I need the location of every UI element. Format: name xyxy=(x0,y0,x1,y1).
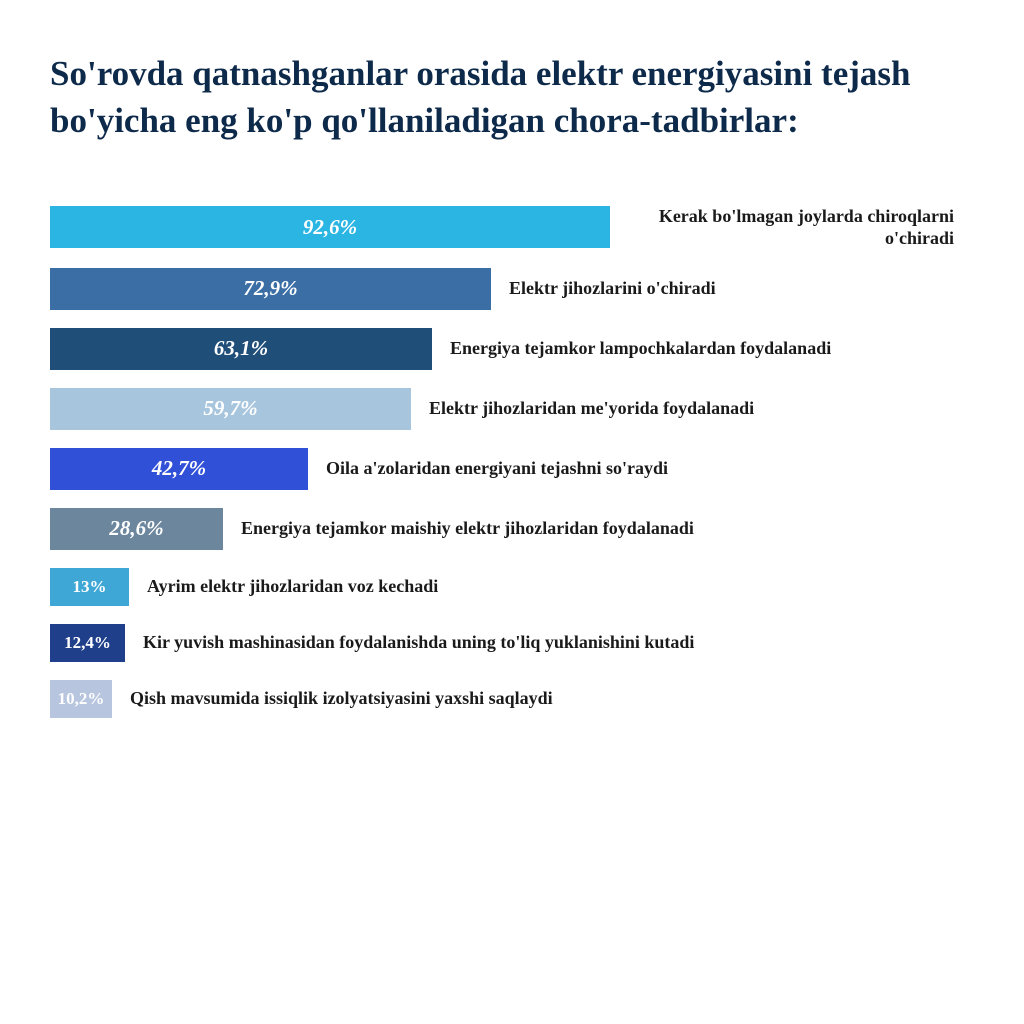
bar-chart: 92,6% Kerak bo'lmagan joylarda chiroqlarn… xyxy=(50,205,974,718)
bar-percentage: 13% xyxy=(73,577,107,597)
bar-label: Elektr jihozlaridan me'yorida foydalanad… xyxy=(429,397,974,420)
bar-label: Ayrim elektr jihozlaridan voz kechadi xyxy=(147,575,974,598)
bar-percentage: 12,4% xyxy=(64,633,111,653)
bar: 63,1% xyxy=(50,328,432,370)
bar-row: 28,6% Energiya tejamkor maishiy elektr ji… xyxy=(50,508,974,550)
bar-row: 42,7% Oila a'zolaridan energiyani tejashn… xyxy=(50,448,974,490)
bar-row: 63,1% Energiya tejamkor lampochkalardan f… xyxy=(50,328,974,370)
bar-percentage: 28,6% xyxy=(109,516,163,541)
bar-percentage: 72,9% xyxy=(243,276,297,301)
bar-label: Elektr jihozlarini o'chiradi xyxy=(509,277,974,300)
bar: 72,9% xyxy=(50,268,491,310)
bar-label: Kir yuvish mashinasidan foydalanishda un… xyxy=(143,631,974,654)
bar: 59,7% xyxy=(50,388,411,430)
bar-row: 59,7% Elektr jihozlaridan me'yorida foyda… xyxy=(50,388,974,430)
bar-row: 72,9% Elektr jihozlarini o'chiradi xyxy=(50,268,974,310)
bar-percentage: 59,7% xyxy=(203,396,257,421)
bar-row: 13% Ayrim elektr jihozlaridan voz kechadi xyxy=(50,568,974,606)
bar-percentage: 10,2% xyxy=(58,689,105,709)
bar-label: Energiya tejamkor maishiy elektr jihozla… xyxy=(241,517,974,540)
bar: 13% xyxy=(50,568,129,606)
bar-row: 10,2% Qish mavsumida issiqlik izolyatsiya… xyxy=(50,680,974,718)
chart-title: So'rovda qatnashganlar orasida elektr en… xyxy=(50,50,974,145)
bar: 28,6% xyxy=(50,508,223,550)
bar-label: Energiya tejamkor lampochkalardan foydal… xyxy=(450,337,974,360)
bar: 12,4% xyxy=(50,624,125,662)
bar: 10,2% xyxy=(50,680,112,718)
bar-label: Oila a'zolaridan energiyani tejashni so'… xyxy=(326,457,974,480)
bar-percentage: 92,6% xyxy=(303,215,357,240)
bar-label: Kerak bo'lmagan joylarda chiroqlarni o'c… xyxy=(628,205,974,250)
bar-row: 92,6% Kerak bo'lmagan joylarda chiroqlarn… xyxy=(50,205,974,250)
bar: 42,7% xyxy=(50,448,308,490)
bar-label: Qish mavsumida issiqlik izolyatsiyasini … xyxy=(130,687,974,710)
bar: 92,6% xyxy=(50,206,610,248)
bar-percentage: 42,7% xyxy=(152,456,206,481)
bar-percentage: 63,1% xyxy=(214,336,268,361)
bar-row: 12,4% Kir yuvish mashinasidan foydalanish… xyxy=(50,624,974,662)
